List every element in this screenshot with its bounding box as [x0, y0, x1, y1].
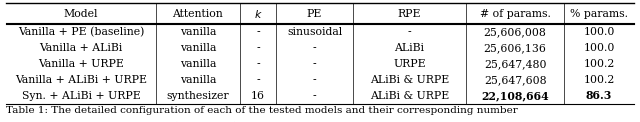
Text: ALiBi & URPE: ALiBi & URPE [370, 91, 449, 101]
Text: Vanilla + PE (baseline): Vanilla + PE (baseline) [18, 27, 145, 37]
Text: PE: PE [307, 9, 322, 19]
Text: Vanilla + URPE: Vanilla + URPE [38, 59, 124, 69]
Text: 25,647,480: 25,647,480 [484, 59, 547, 69]
Text: 22,108,664: 22,108,664 [481, 90, 549, 101]
Text: -: - [256, 43, 260, 53]
Text: 100.2: 100.2 [583, 59, 614, 69]
Text: -: - [313, 59, 316, 69]
Text: vanilla: vanilla [180, 75, 216, 85]
Text: -: - [256, 59, 260, 69]
Text: -: - [256, 75, 260, 85]
Text: Vanilla + ALiBi: Vanilla + ALiBi [40, 43, 123, 53]
Text: ALiBi: ALiBi [394, 43, 424, 53]
Text: Attention: Attention [172, 9, 223, 19]
Text: 25,606,136: 25,606,136 [484, 43, 547, 53]
Text: Model: Model [64, 9, 99, 19]
Text: URPE: URPE [393, 59, 426, 69]
Text: -: - [313, 75, 316, 85]
Text: 86.3: 86.3 [586, 90, 612, 101]
Text: 25,647,608: 25,647,608 [484, 75, 547, 85]
Text: -: - [313, 43, 316, 53]
Text: synthesizer: synthesizer [166, 91, 229, 101]
Text: -: - [256, 27, 260, 37]
Text: vanilla: vanilla [180, 43, 216, 53]
Text: vanilla: vanilla [180, 59, 216, 69]
Text: Vanilla + ALiBi + URPE: Vanilla + ALiBi + URPE [15, 75, 147, 85]
Text: Table 1: The detailed configuration of each of the tested models and their corre: Table 1: The detailed configuration of e… [6, 106, 518, 115]
Text: 100.0: 100.0 [583, 27, 614, 37]
Text: 16: 16 [251, 91, 265, 101]
Text: -: - [408, 27, 411, 37]
Text: 100.0: 100.0 [583, 43, 614, 53]
Text: ALiBi & URPE: ALiBi & URPE [370, 75, 449, 85]
Text: $k$: $k$ [253, 8, 262, 20]
Text: Syn. + ALiBi + URPE: Syn. + ALiBi + URPE [22, 91, 141, 101]
Text: # of params.: # of params. [479, 9, 550, 19]
Text: 100.2: 100.2 [583, 75, 614, 85]
Text: vanilla: vanilla [180, 27, 216, 37]
Text: sinusoidal: sinusoidal [287, 27, 342, 37]
Text: 25,606,008: 25,606,008 [484, 27, 547, 37]
Text: -: - [313, 91, 316, 101]
Text: RPE: RPE [397, 9, 421, 19]
Text: % params.: % params. [570, 9, 628, 19]
